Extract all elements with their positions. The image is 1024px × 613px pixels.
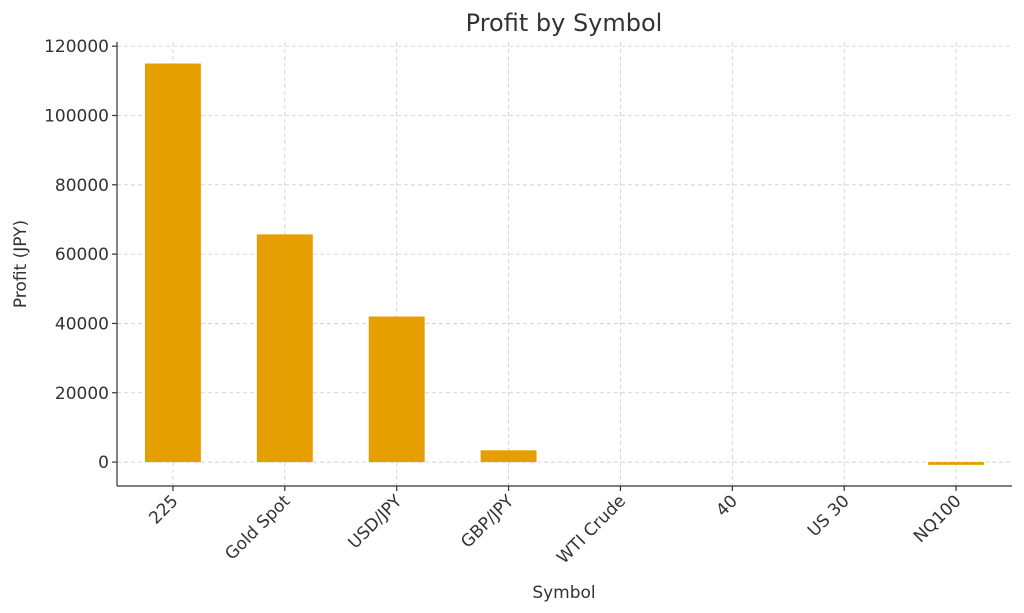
y-tick-label: 40000 (55, 314, 109, 334)
x-axis-label: Symbol (532, 583, 595, 603)
x-tick-label: Gold Spot (221, 491, 294, 564)
y-tick-label: 120000 (44, 37, 109, 57)
chart-title: Profit by Symbol (466, 9, 663, 37)
x-tick-label: NQ100 (910, 491, 966, 547)
x-tick-label: WTI Crude (553, 491, 630, 568)
bar (480, 450, 537, 463)
x-tick-label: GBP/JPY (457, 491, 518, 552)
x-tick-label: USD/JPY (344, 491, 406, 553)
y-tick-label: 60000 (55, 245, 109, 265)
y-tick-label: 100000 (44, 106, 109, 126)
y-axis-label: Profit (JPY) (11, 220, 31, 308)
y-tick-label: 80000 (55, 176, 109, 196)
bar (144, 63, 201, 463)
x-tick-label: 40 (712, 491, 741, 520)
x-tick-label: 225 (145, 491, 182, 528)
bar (928, 462, 985, 465)
y-tick-label: 0 (98, 453, 109, 473)
bar (368, 316, 425, 463)
bar (256, 234, 313, 463)
y-tick-label: 20000 (55, 384, 109, 404)
x-tick-label: US 30 (804, 491, 854, 541)
